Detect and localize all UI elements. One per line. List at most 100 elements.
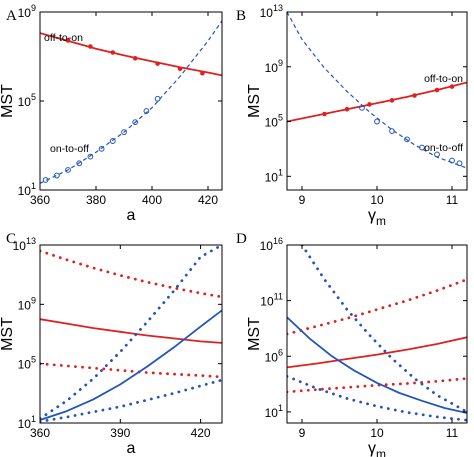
y-tick-label: 1013	[13, 236, 36, 253]
panel-letter: A	[6, 8, 17, 24]
series-3-line	[40, 362, 222, 379]
x-tick-label: 10	[370, 193, 384, 207]
y-tick-label: 105	[18, 355, 36, 372]
series-1-line	[40, 249, 222, 299]
series-off-to-on-marker	[389, 98, 395, 103]
series-group	[287, 245, 467, 422]
y-tick-label: 101	[265, 403, 283, 420]
x-axis-label: γm	[368, 440, 386, 457]
y-tick-label: 101	[265, 167, 283, 184]
x-tick-label: 9	[299, 426, 306, 440]
x-tick-label: 420	[198, 193, 218, 207]
series-on-to-off-marker	[65, 167, 71, 173]
series-6-line	[40, 378, 222, 423]
series-off-to-on-marker	[200, 70, 205, 76]
series-off-to-on-marker	[412, 93, 417, 98]
panel-b: B 9 10 11 101 105 109 1013 γm MST	[236, 3, 468, 228]
x-tick-label: 420	[191, 426, 211, 440]
series-on-to-off-marker	[456, 160, 463, 167]
y-axis-label: MST	[246, 84, 263, 118]
y-tick-label: 109	[18, 295, 36, 312]
x-axis-label: γm	[368, 207, 386, 228]
series-on-to-off-marker	[132, 119, 139, 126]
series-off-to-on-marker	[322, 111, 327, 117]
series-on-to-off-marker	[87, 153, 94, 160]
annotation-off-to-on: off-to-on	[44, 32, 83, 44]
panel-c: C 360 390 420 101 105 109 1013 a MST	[0, 231, 223, 457]
series-on-to-off-marker	[109, 138, 116, 144]
y-tick-label: 101	[18, 181, 36, 198]
series-on-to-off-line	[40, 20, 222, 184]
series-3-line	[287, 377, 467, 394]
series-on-to-off-line	[287, 12, 467, 169]
x-axis-label: a	[127, 207, 136, 224]
x-tick-label: 10	[370, 426, 384, 440]
series-2-line	[40, 318, 222, 344]
series-off-to-on-line	[287, 81, 467, 123]
y-tick-label: 106	[265, 347, 283, 364]
y-axis-label: MST	[246, 317, 263, 351]
series-on-to-off-marker	[121, 129, 127, 136]
x-tick-label: 11	[446, 193, 459, 207]
series-on-to-off-marker	[53, 172, 60, 179]
x-axis-label: a	[127, 440, 136, 457]
series-group	[40, 20, 222, 184]
y-tick-label: 1016	[260, 236, 283, 253]
series-group	[287, 12, 467, 169]
series-off-to-on-marker	[88, 44, 93, 49]
series-off-to-on-marker	[344, 106, 350, 112]
plot-frame	[39, 244, 223, 424]
series-off-to-on-marker	[132, 55, 138, 61]
series-2-line	[287, 336, 467, 369]
x-tick-label: 360	[30, 426, 50, 440]
series-on-to-off-marker	[154, 95, 161, 102]
series-on-to-off-marker	[389, 128, 395, 135]
annotation-off-to-on: off-to-on	[424, 73, 463, 85]
panel-a: A 360 380 400 420 101 105 109 a MST	[0, 3, 223, 224]
y-tick-label: 105	[265, 113, 283, 130]
y-tick-label: 101	[18, 414, 36, 431]
y-axis-label: MST	[0, 317, 16, 351]
y-tick-label: 1011	[260, 292, 283, 309]
series-on-to-off-marker	[42, 177, 49, 183]
series-off-to-on-marker	[177, 66, 183, 72]
x-tick-label: 380	[86, 193, 106, 207]
series-group	[40, 245, 222, 423]
plot-frame	[286, 11, 468, 191]
x-tick-label: 390	[110, 426, 130, 440]
y-tick-label: 109	[18, 3, 36, 20]
series-4-line	[300, 245, 467, 414]
x-tick-label: 360	[30, 193, 50, 207]
x-tick-label: 9	[299, 193, 306, 207]
series-on-to-off-marker	[449, 157, 455, 164]
series-off-to-on-marker	[110, 50, 116, 55]
y-tick-label: 105	[18, 92, 36, 109]
annotation-on-to-off: on-to-off	[50, 143, 89, 155]
series-on-to-off-marker	[98, 145, 105, 152]
y-axis-label: MST	[0, 84, 16, 118]
series-on-to-off-marker	[404, 136, 410, 143]
panel-letter: B	[236, 8, 246, 24]
series-on-to-off-marker	[419, 144, 425, 151]
y-tick-label: 1013	[260, 3, 283, 20]
annotation-on-to-off: on-to-off	[424, 142, 463, 154]
series-on-to-off-marker	[374, 118, 380, 125]
series-off-to-on-marker	[449, 84, 455, 89]
series-5-line	[287, 316, 467, 414]
series-off-to-on-marker	[434, 87, 440, 93]
y-tick-label: 109	[265, 58, 283, 75]
series-off-to-on-marker	[367, 102, 372, 107]
panel-letter: D	[236, 231, 247, 247]
series-5-line	[40, 309, 222, 421]
series-on-to-off-marker	[76, 160, 83, 167]
series-on-to-off-marker	[434, 151, 440, 158]
series-off-to-on-marker	[155, 61, 160, 66]
panel-letter: C	[6, 231, 16, 247]
series-on-to-off-marker	[359, 104, 365, 111]
series-on-to-off-marker	[143, 108, 150, 114]
series-6-line	[287, 374, 467, 422]
x-tick-label: 11	[446, 426, 459, 440]
series-1-line	[287, 278, 467, 336]
